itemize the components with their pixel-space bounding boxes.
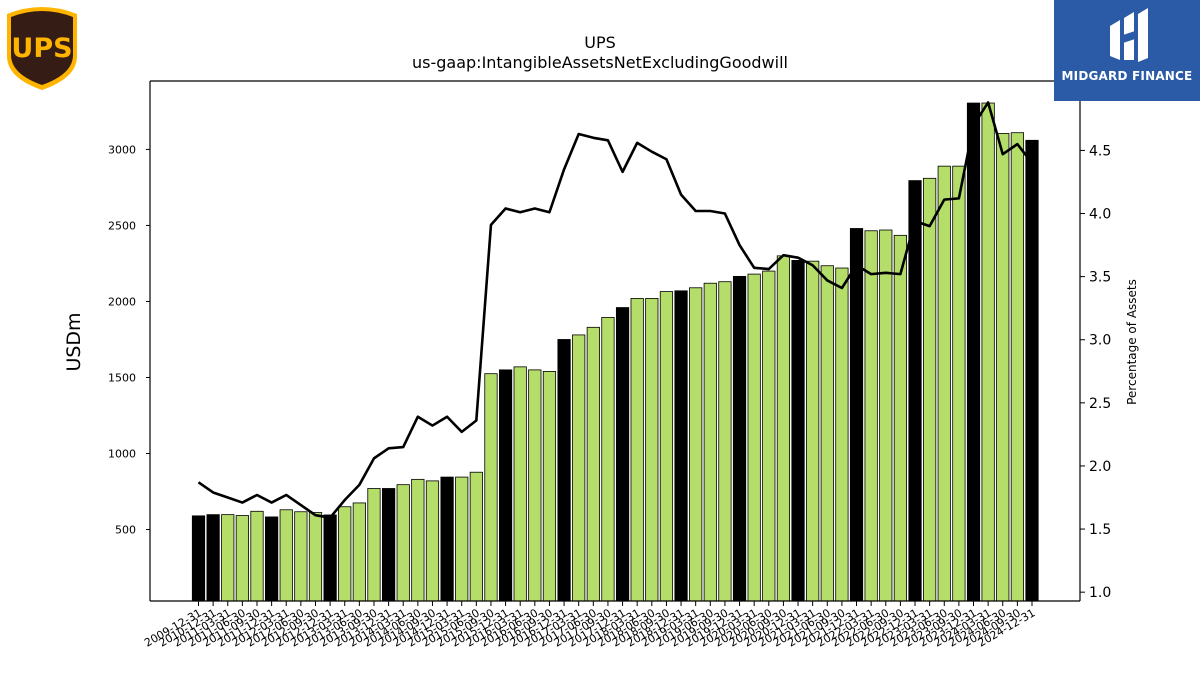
bar-2012-06-30: [294, 511, 308, 602]
bar-2015-09-30: [484, 373, 498, 602]
bar-2022-03-31: [864, 230, 878, 602]
right-tick-label: 4.5: [1089, 143, 1111, 159]
bar-2019-09-30: [718, 281, 732, 602]
bar-2011-09-30: [250, 510, 264, 602]
bar-2011-06-30: [235, 515, 249, 602]
bar-2022-09-30: [893, 234, 907, 602]
bar-2019-12-31: [732, 275, 747, 602]
right-tick-label: 4.0: [1089, 207, 1111, 223]
bar-2011-03-31: [221, 514, 235, 602]
bar-2013-06-30: [352, 502, 366, 602]
ups-logo-text: UPS: [11, 33, 72, 64]
left-tick-label: 500: [115, 524, 136, 537]
bar-2012-09-30: [308, 512, 323, 602]
bar-2013-03-31: [338, 506, 352, 602]
left-tick-label: 1500: [108, 371, 136, 384]
bar-2013-12-31: [381, 488, 396, 602]
bar-2018-12-31: [674, 290, 688, 602]
bar-2014-09-30: [425, 480, 440, 602]
right-tick-label: 2.5: [1089, 396, 1111, 412]
bar-2023-06-30: [937, 165, 951, 602]
right-tick-label: 3.5: [1089, 270, 1111, 286]
right-tick-label: 3.0: [1089, 333, 1111, 349]
bar-2019-03-31: [689, 287, 703, 602]
bar-2014-03-31: [396, 484, 410, 602]
midgard-mark-icon: [1110, 8, 1148, 62]
bar-2018-09-30: [659, 291, 674, 602]
left-tick-label: 2000: [108, 295, 136, 308]
bar-2020-09-30: [776, 255, 791, 602]
bar-2024-12-31: [1025, 139, 1039, 602]
bar-2009-12-31: [191, 515, 206, 602]
bar-2016-06-30: [528, 369, 542, 602]
bar-2024-06-30: [996, 133, 1010, 602]
right-tick-label: 1.0: [1089, 585, 1111, 601]
bar-2023-03-31: [923, 177, 937, 602]
bar-2015-03-31: [455, 476, 469, 602]
bar-2021-03-31: [806, 260, 820, 602]
bar-2010-12-31: [206, 514, 220, 602]
percentage-line-layer: [197, 101, 1034, 520]
left-axis-ticks: 500 1000 1500 2000 2500 3000: [108, 143, 150, 537]
midgard-finance-logo: MIDGARD FINANCE: [1054, 0, 1200, 101]
y-axis-label: USDm: [63, 312, 85, 372]
bar-2016-12-31: [557, 339, 571, 602]
bar-2017-06-30: [586, 326, 600, 602]
bar-2015-06-30: [469, 471, 483, 602]
bar-2011-12-31: [265, 516, 279, 602]
bar-2014-06-30: [411, 478, 425, 602]
left-tick-label: 1000: [108, 448, 136, 461]
left-tick-label: 3000: [108, 143, 136, 156]
midgard-logo-text: MIDGARD FINANCE: [1061, 69, 1193, 83]
right-tick-label: 1.5: [1089, 522, 1111, 538]
chart-title: UPS: [584, 33, 616, 52]
right-axis-ticks: 1.0 1.5 2.0 2.5 3.0 3.5 4.0 4.5: [1080, 143, 1111, 601]
bar-2020-06-30: [762, 270, 776, 602]
axes: [149, 80, 1081, 602]
bar-2013-09-30: [367, 488, 381, 602]
bar-2015-12-31: [498, 369, 513, 602]
ups-logo: UPS: [4, 4, 80, 96]
bar-2021-12-31: [849, 228, 864, 602]
bar-2020-03-31: [747, 273, 761, 602]
bar-2022-12-31: [908, 180, 922, 602]
y2-axis-label: Percentage of Assets: [1125, 279, 1139, 405]
bar-2016-09-30: [542, 371, 557, 602]
bar-2012-03-31: [279, 509, 293, 602]
bar-2012-12-31: [323, 514, 337, 602]
bar-series: [191, 102, 1039, 602]
bar-2017-12-31: [615, 307, 630, 602]
right-tick-label: 2.0: [1089, 459, 1111, 475]
bar-2021-09-30: [835, 267, 849, 602]
bar-2014-12-31: [440, 476, 454, 602]
left-tick-label: 2500: [108, 219, 136, 232]
bar-2016-03-31: [513, 366, 527, 602]
chart-subtitle: us-gaap:IntangibleAssetsNetExcludingGood…: [412, 53, 788, 72]
bar-2018-03-31: [630, 298, 644, 602]
bar-2023-12-31: [966, 102, 981, 602]
bar-2022-06-30: [879, 229, 893, 602]
bar-2020-12-31: [791, 260, 805, 602]
bar-2021-06-30: [820, 265, 834, 602]
bar-2018-06-30: [645, 298, 659, 602]
percentage-line: [197, 101, 1034, 520]
bar-2017-03-31: [572, 334, 586, 602]
bar-2019-06-30: [703, 282, 717, 602]
bar-2017-09-30: [601, 317, 615, 602]
bar-2024-03-31: [981, 102, 995, 602]
bar-2023-09-30: [952, 165, 966, 602]
bar-2024-09-30: [1010, 132, 1024, 602]
x-axis-ticks: 2009-12-312010-12-312011-03-312011-06-30…: [142, 601, 1038, 650]
